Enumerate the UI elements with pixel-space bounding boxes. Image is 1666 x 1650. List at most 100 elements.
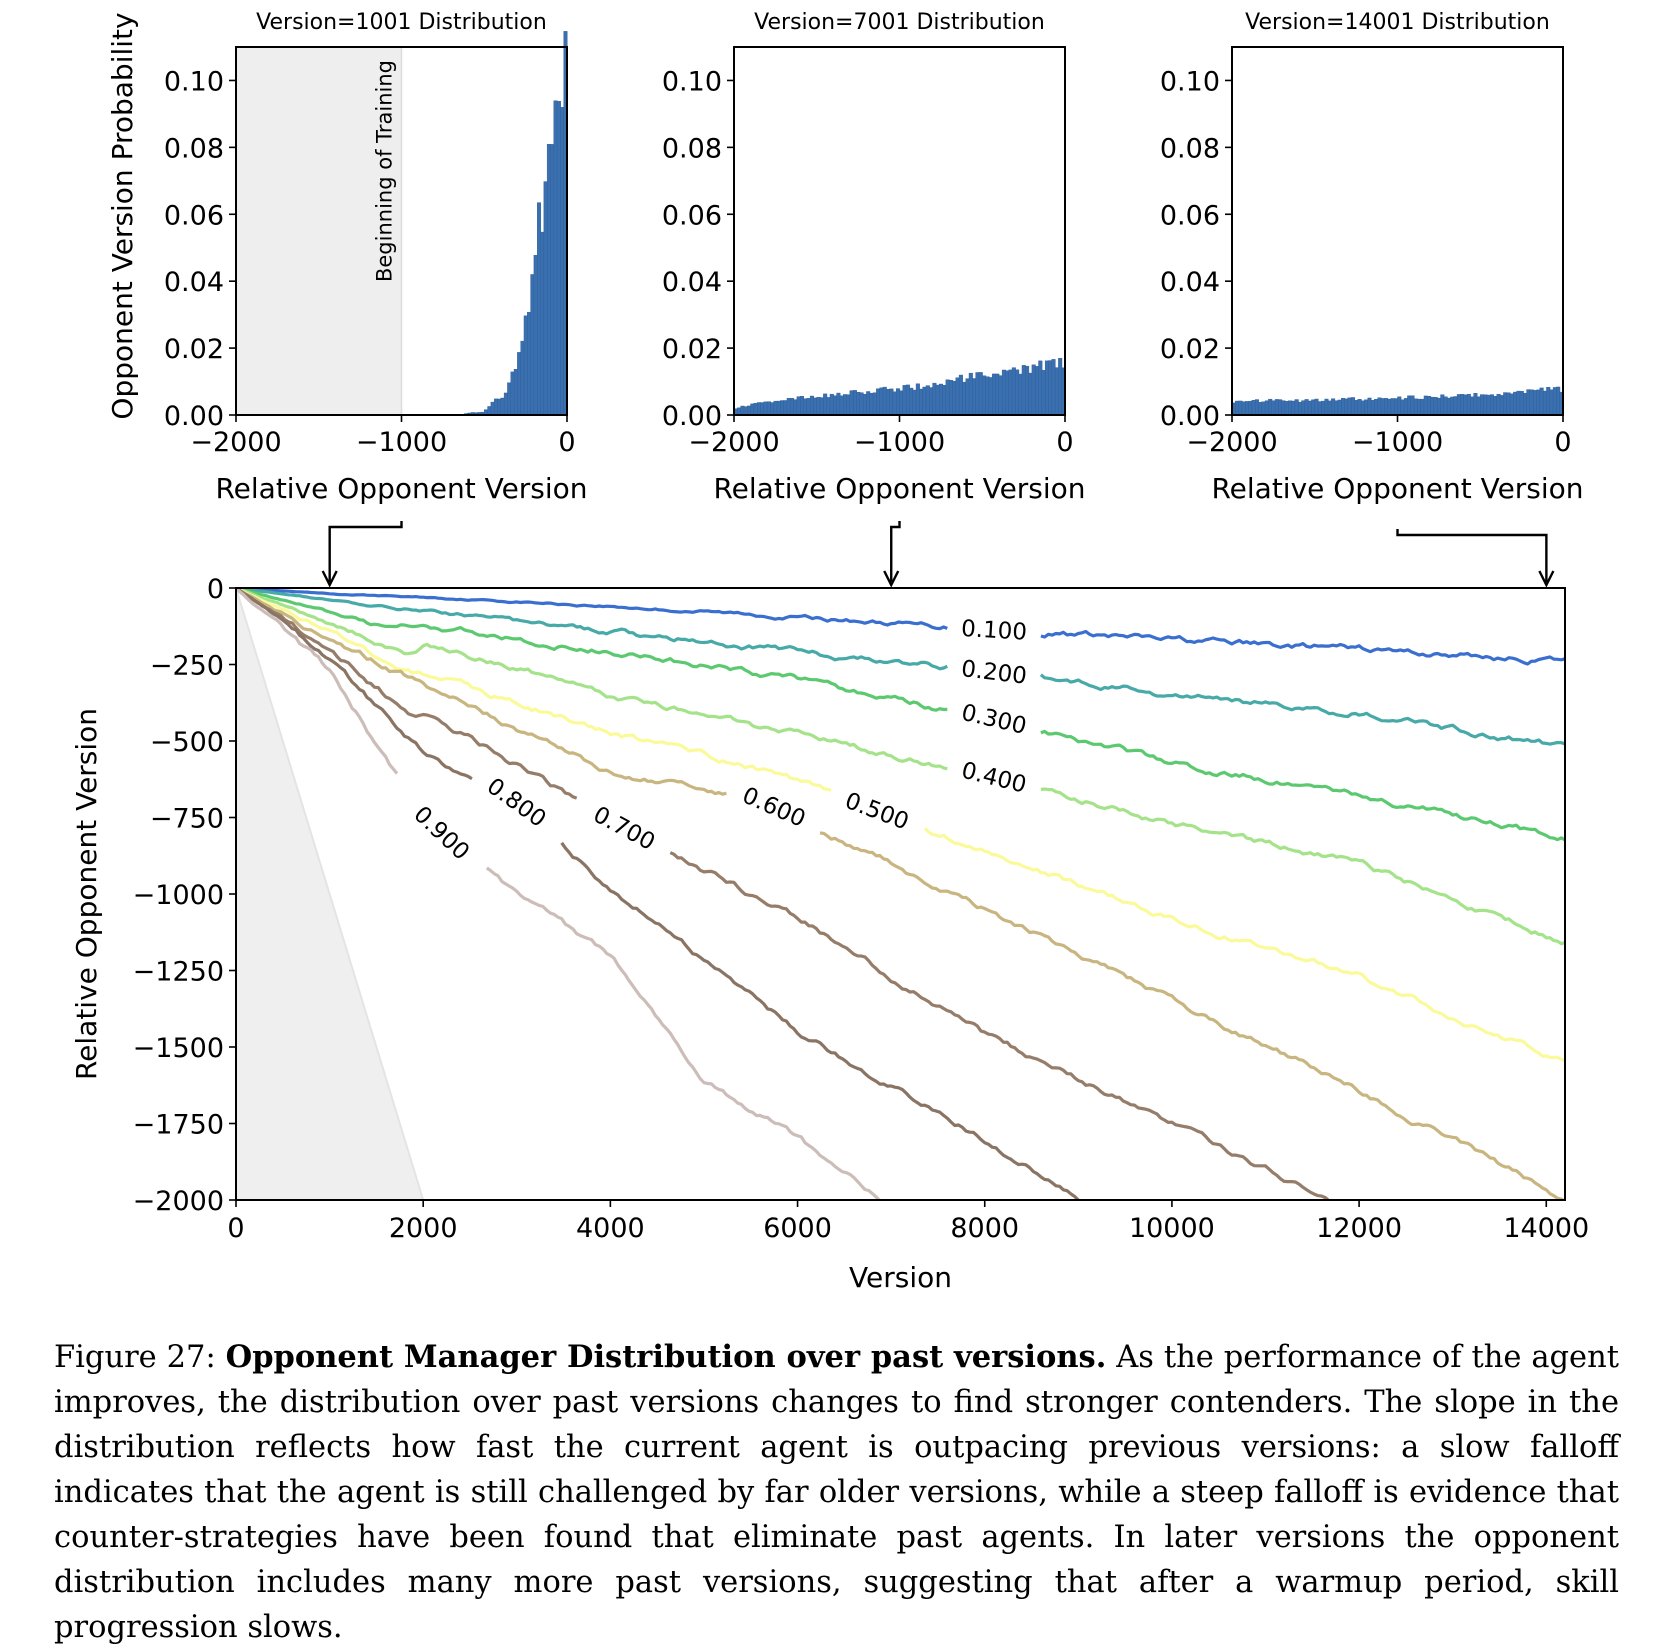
histogram-bar: [1048, 360, 1053, 416]
y-tick-label: 0.04: [1160, 267, 1220, 298]
histogram-bar: [490, 401, 495, 416]
histogram-bar: [1546, 386, 1551, 416]
y-tick-label: −500: [150, 727, 224, 758]
histogram-bar: [1393, 398, 1398, 416]
histogram-bar: [1503, 392, 1508, 416]
histogram-bar: [760, 402, 765, 416]
histogram-bar: [1470, 396, 1475, 416]
histogram-bar: [1513, 391, 1518, 416]
histogram-bar: [1526, 389, 1531, 416]
histogram-bar: [856, 391, 861, 416]
y-tick-label: 0.06: [164, 200, 224, 231]
histogram-bar: [1025, 365, 1030, 416]
pointer-connector: [328, 521, 403, 582]
histogram-bar: [829, 393, 834, 416]
histogram-bar: [543, 181, 548, 416]
histogram-bar: [1397, 396, 1402, 416]
histogram-bar: [1301, 400, 1306, 416]
histogram-bar: [866, 391, 871, 416]
y-tick-label: 0.02: [662, 334, 722, 365]
histogram-bar: [1297, 401, 1303, 416]
histogram-bar: [756, 402, 761, 416]
histogram-bar: [862, 393, 867, 416]
pointer-arrowhead: [1538, 570, 1555, 588]
histogram-bar: [523, 315, 528, 416]
histogram-bar: [753, 403, 758, 416]
histogram-bar: [1288, 400, 1293, 416]
histogram-bar: [935, 384, 940, 416]
histogram-bar: [965, 378, 970, 416]
histogram-bar: [879, 387, 884, 416]
histogram-bar: [1321, 400, 1326, 416]
x-tick-label: 2000: [389, 1213, 458, 1244]
histogram-bar: [958, 374, 963, 416]
contour-line-0.800-a: [236, 588, 473, 781]
shaded-region: [236, 47, 402, 415]
histogram-bar: [793, 399, 798, 416]
histogram-bar: [786, 398, 791, 416]
histogram-bar: [942, 384, 947, 416]
histogram-bar: [1278, 399, 1283, 416]
histogram-bar: [783, 400, 788, 416]
figure: Beginning of Training0.000.020.040.060.0…: [70, 10, 1589, 1294]
panel-title: Version=1001 Distribution: [256, 10, 547, 35]
histogram-bar: [1443, 396, 1448, 416]
histogram-bar: [520, 340, 525, 416]
histogram-bar: [553, 100, 558, 416]
histogram-bar: [1519, 391, 1524, 416]
histogram-bar: [1357, 399, 1362, 416]
histogram-bar: [1460, 394, 1465, 416]
panel-title: Version=7001 Distribution: [754, 10, 1045, 35]
x-tick-label: 0: [1554, 427, 1571, 458]
histogram-bar: [487, 406, 492, 416]
histogram-bar: [790, 398, 795, 416]
y-tick-label: 0.00: [164, 401, 224, 432]
histogram-bar: [1028, 372, 1033, 416]
histogram-bar: [1430, 396, 1435, 416]
histogram-bar: [1486, 394, 1491, 416]
histogram-bar: [803, 398, 808, 416]
x-tick-label: 0: [558, 427, 575, 458]
histogram-bar: [1450, 396, 1455, 416]
histogram-bar: [899, 390, 904, 416]
histogram-bar: [975, 372, 980, 416]
histogram-bar: [876, 388, 881, 416]
contour-line-0.400-a: [236, 588, 948, 771]
y-tick-label: −1750: [133, 1110, 224, 1141]
y-tick-label: 0.10: [1160, 66, 1220, 97]
histogram-bar: [1463, 394, 1468, 416]
pointer-arrowhead: [883, 570, 900, 588]
histogram-bar: [1258, 402, 1263, 416]
histogram-bar: [1304, 399, 1309, 416]
histogram-bar: [556, 101, 561, 416]
histogram-bar: [905, 384, 910, 416]
histogram-bar: [1018, 373, 1023, 416]
histogram-bar: [1509, 393, 1514, 416]
histogram-bar: [500, 397, 505, 416]
histogram-bar: [895, 388, 901, 416]
histogram-bar: [978, 372, 983, 416]
histogram-bar: [1008, 369, 1013, 416]
histogram-bar: [1264, 400, 1269, 416]
histogram-bar: [1466, 393, 1471, 416]
contour-label-0.300: 0.300: [959, 700, 1029, 740]
histogram-bar: [1324, 398, 1329, 416]
contour-label-0.800: 0.800: [482, 773, 551, 833]
histogram-bar: [1005, 370, 1010, 416]
panel-title: Version=14001 Distribution: [1245, 10, 1550, 35]
x-tick-label: 6000: [763, 1213, 832, 1244]
y-tick-label: 0.10: [164, 66, 224, 97]
histogram-bar: [925, 385, 930, 416]
histogram-bar: [770, 402, 775, 416]
histogram-bar: [1268, 398, 1273, 416]
histogram-bar: [1015, 369, 1020, 416]
histogram-bar: [1493, 396, 1498, 416]
histogram-bar: [1387, 398, 1392, 416]
histogram-bar: [912, 389, 917, 416]
histogram-bar: [776, 400, 781, 416]
contour-line-0.300-b: [1040, 729, 1565, 842]
histogram-bar: [1456, 394, 1461, 416]
histogram-bar: [1489, 394, 1494, 416]
histogram-bar: [991, 373, 996, 416]
histogram-bar: [800, 396, 805, 416]
